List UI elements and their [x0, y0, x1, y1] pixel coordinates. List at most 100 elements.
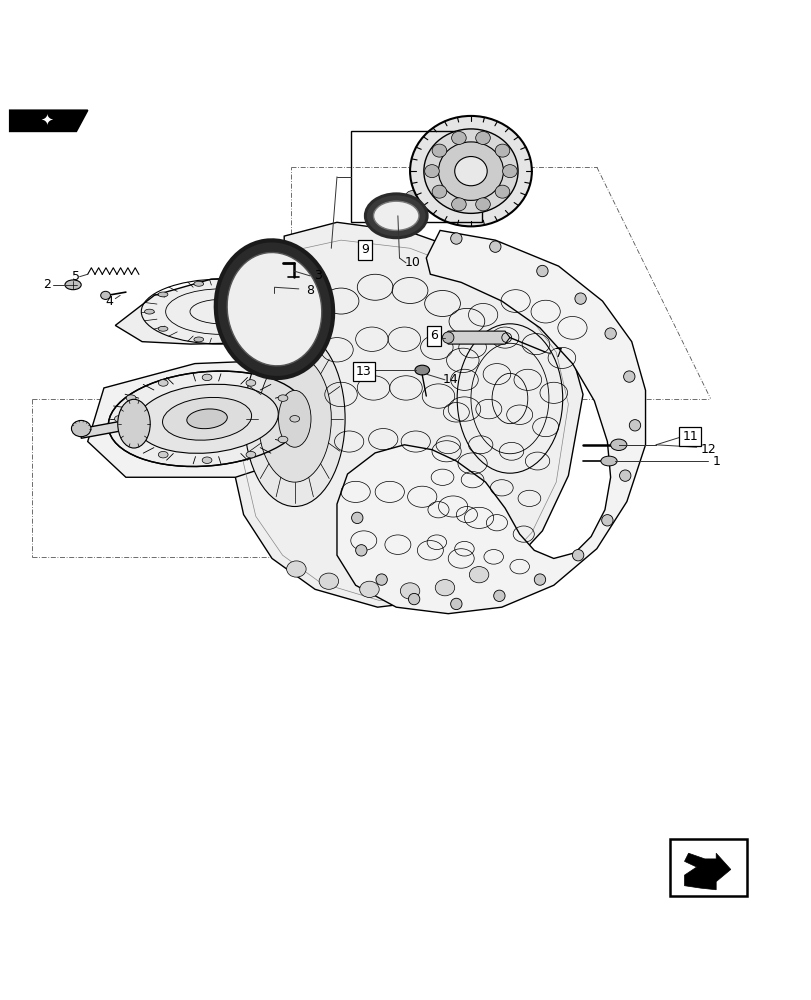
Ellipse shape [629, 420, 640, 431]
Ellipse shape [469, 567, 488, 583]
Ellipse shape [600, 456, 616, 466]
Ellipse shape [278, 390, 311, 447]
Text: 3: 3 [314, 269, 322, 282]
Ellipse shape [536, 265, 547, 277]
Ellipse shape [216, 240, 333, 378]
Ellipse shape [278, 395, 288, 401]
Ellipse shape [414, 365, 429, 375]
Polygon shape [337, 230, 645, 614]
Ellipse shape [273, 326, 283, 331]
Text: 9: 9 [361, 243, 369, 256]
Ellipse shape [365, 194, 427, 238]
Text: 5: 5 [72, 270, 80, 283]
Ellipse shape [162, 397, 251, 440]
Ellipse shape [489, 241, 500, 252]
Text: 7: 7 [554, 347, 562, 360]
Ellipse shape [158, 451, 168, 458]
Text: 1: 1 [711, 455, 719, 468]
Polygon shape [10, 110, 88, 131]
Ellipse shape [286, 561, 306, 577]
Ellipse shape [424, 165, 439, 178]
Ellipse shape [359, 581, 379, 597]
Ellipse shape [454, 157, 487, 186]
Ellipse shape [158, 380, 168, 386]
Ellipse shape [227, 253, 321, 366]
Ellipse shape [126, 395, 135, 401]
Text: 2: 2 [43, 278, 51, 291]
Text: 13: 13 [355, 365, 371, 378]
Ellipse shape [246, 451, 255, 458]
Ellipse shape [355, 545, 367, 556]
Ellipse shape [431, 185, 446, 198]
Ellipse shape [238, 337, 247, 342]
Ellipse shape [619, 470, 630, 481]
Ellipse shape [118, 399, 150, 448]
Ellipse shape [65, 280, 81, 290]
Ellipse shape [604, 328, 616, 339]
Ellipse shape [287, 309, 297, 314]
Ellipse shape [475, 198, 490, 211]
Text: 4: 4 [105, 295, 114, 308]
Ellipse shape [114, 416, 124, 422]
Ellipse shape [502, 165, 517, 178]
Ellipse shape [238, 281, 247, 286]
Ellipse shape [427, 193, 440, 203]
Ellipse shape [108, 371, 306, 467]
Text: ✦: ✦ [41, 112, 54, 127]
Ellipse shape [373, 201, 418, 230]
Ellipse shape [601, 515, 612, 526]
Ellipse shape [202, 374, 212, 381]
Ellipse shape [423, 129, 517, 213]
Ellipse shape [202, 457, 212, 463]
Ellipse shape [144, 309, 154, 314]
Ellipse shape [351, 512, 363, 524]
Text: 11: 11 [681, 430, 697, 443]
Text: 6: 6 [430, 329, 438, 342]
Ellipse shape [187, 409, 227, 429]
Ellipse shape [451, 198, 466, 211]
Text: 14: 14 [442, 373, 458, 386]
Polygon shape [115, 277, 326, 344]
Ellipse shape [450, 233, 461, 244]
Bar [350, 131, 482, 222]
Text: 8: 8 [306, 284, 314, 297]
Ellipse shape [493, 590, 504, 601]
Ellipse shape [246, 380, 255, 386]
Ellipse shape [450, 598, 461, 610]
Ellipse shape [534, 574, 545, 585]
Ellipse shape [410, 116, 531, 226]
Ellipse shape [442, 332, 453, 343]
Ellipse shape [572, 550, 583, 561]
Ellipse shape [435, 580, 454, 596]
Ellipse shape [258, 355, 331, 482]
Ellipse shape [451, 131, 466, 144]
Ellipse shape [431, 144, 446, 157]
Ellipse shape [495, 144, 509, 157]
Ellipse shape [126, 436, 135, 443]
Ellipse shape [406, 191, 418, 200]
Ellipse shape [135, 384, 278, 453]
Ellipse shape [71, 420, 91, 437]
Ellipse shape [408, 593, 419, 605]
Ellipse shape [273, 292, 283, 297]
Ellipse shape [319, 573, 338, 589]
Ellipse shape [290, 416, 299, 422]
Ellipse shape [384, 196, 397, 206]
Ellipse shape [574, 293, 586, 304]
Ellipse shape [101, 291, 110, 299]
Ellipse shape [438, 142, 503, 200]
Text: 12: 12 [699, 443, 715, 456]
Ellipse shape [400, 583, 419, 599]
Ellipse shape [244, 331, 345, 506]
Ellipse shape [475, 131, 490, 144]
Polygon shape [231, 222, 582, 607]
Text: 10: 10 [404, 256, 420, 269]
Ellipse shape [194, 281, 204, 286]
Bar [669, 839, 746, 896]
Ellipse shape [495, 185, 509, 198]
Ellipse shape [375, 574, 387, 585]
Polygon shape [443, 331, 509, 344]
Ellipse shape [158, 326, 168, 331]
Ellipse shape [194, 337, 204, 342]
Polygon shape [684, 853, 730, 890]
